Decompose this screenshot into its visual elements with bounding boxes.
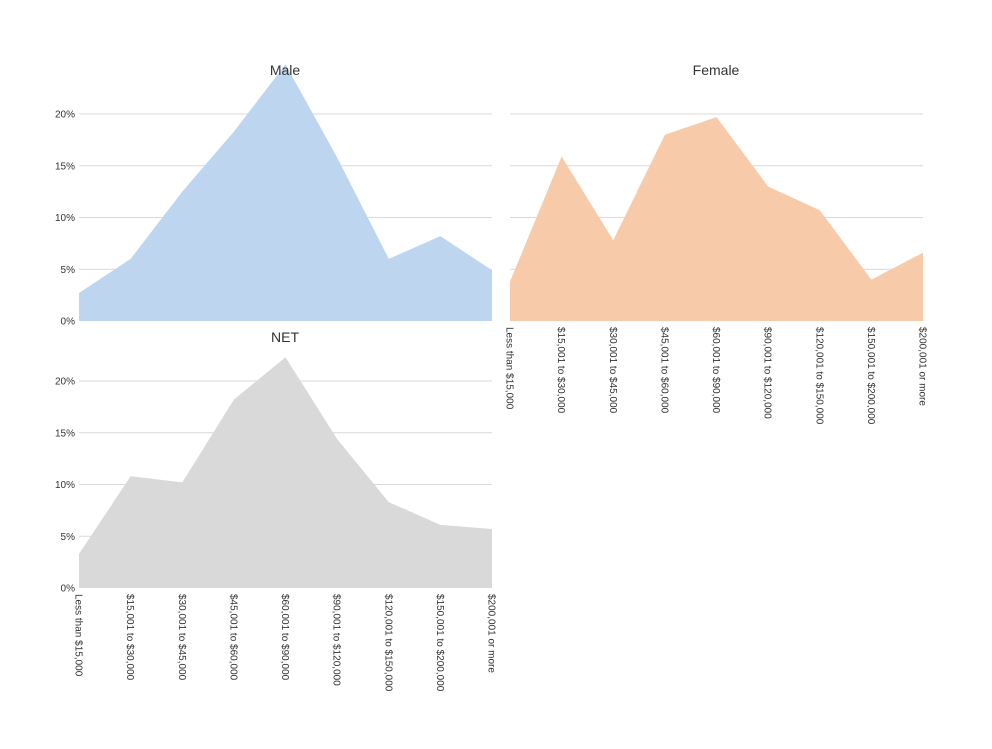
y-tick-label-net-3: 15% — [55, 428, 75, 439]
x-tick-label-female-2: $30,001 to $45,000 — [607, 327, 618, 414]
y-tick-label-male-2: 10% — [55, 213, 75, 224]
x-tick-label-female-3: $45,001 to $60,000 — [658, 327, 669, 414]
y-tick-label-male-3: 15% — [55, 161, 75, 172]
area-female — [510, 117, 923, 321]
x-tick-label-female-8: $200,001 or more — [917, 327, 928, 406]
panel-net: NET 0% 5% 10% 15% 20% Less than $15,000 $15,001… — [55, 329, 497, 692]
x-tick-label-net-5: $90,001 to $120,000 — [331, 594, 342, 686]
y-tick-label-male-0: 0% — [61, 317, 76, 328]
panel-male: Male 0% 5% 10% 15% 20% — [55, 62, 492, 328]
x-tick-label-female-7: $150,001 to $200,000 — [865, 327, 876, 425]
x-tick-label-female-1: $15,001 to $30,000 — [555, 327, 566, 414]
y-tick-label-net-0: 0% — [61, 584, 76, 595]
panel-title-female: Female — [693, 62, 740, 78]
x-tick-label-female-0: Less than $15,000 — [504, 327, 515, 410]
y-tick-label-net-2: 10% — [55, 480, 75, 491]
x-tick-label-net-2: $30,001 to $45,000 — [176, 594, 187, 681]
x-tick-label-net-1: $15,001 to $30,000 — [124, 594, 135, 681]
y-tick-label-male-1: 5% — [61, 265, 76, 276]
y-tick-label-male-4: 20% — [55, 110, 75, 121]
x-tick-label-net-6: $120,001 to $150,000 — [382, 594, 393, 692]
x-tick-label-female-4: $60,001 to $90,000 — [710, 327, 721, 414]
x-tick-label-net-7: $150,001 to $200,000 — [434, 594, 445, 692]
area-net — [79, 357, 492, 588]
panel-title-male: Male — [270, 62, 301, 78]
panel-title-net: NET — [271, 329, 299, 345]
x-tick-label-net-4: $60,001 to $90,000 — [279, 594, 290, 681]
y-tick-label-net-1: 5% — [61, 532, 76, 543]
y-tick-label-net-4: 20% — [55, 377, 75, 388]
x-tick-label-net-3: $45,001 to $60,000 — [227, 594, 238, 681]
panel-female: Female Less than $15,000 $15,001 to $30,00… — [504, 62, 928, 425]
area-male — [79, 64, 492, 321]
x-tick-label-female-5: $90,001 to $120,000 — [762, 327, 773, 419]
x-tick-label-net-8: $200,001 or more — [486, 594, 497, 673]
x-tick-label-net-0: Less than $15,000 — [73, 594, 84, 677]
x-tick-label-female-6: $120,001 to $150,000 — [813, 327, 824, 425]
